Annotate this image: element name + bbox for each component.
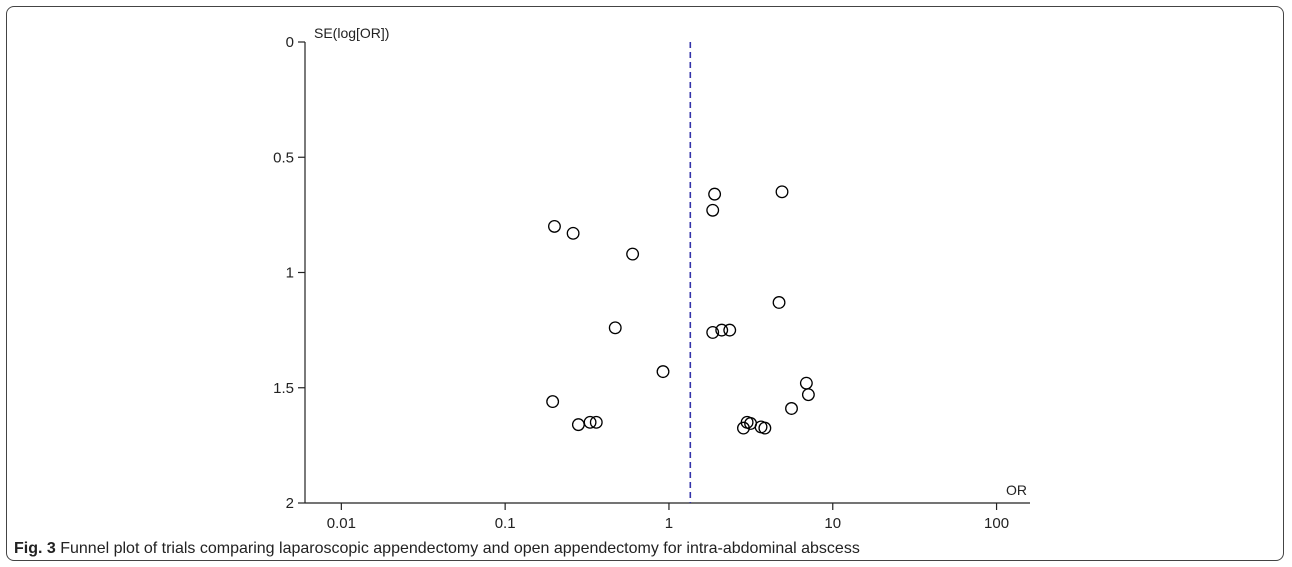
- figure-frame: [6, 6, 1284, 561]
- data-point: [715, 323, 729, 337]
- data-point: [656, 365, 670, 379]
- data-point: [799, 376, 813, 390]
- y-tick-label: 0: [286, 34, 294, 51]
- data-point: [775, 185, 789, 199]
- x-tick-label: 100: [984, 515, 1009, 532]
- data-point: [626, 247, 640, 261]
- y-tick-label: 2: [286, 495, 294, 512]
- x-tick-label: 0.1: [495, 515, 516, 532]
- data-point: [758, 421, 772, 435]
- data-point: [546, 395, 560, 409]
- caption-text: Funnel plot of trials comparing laparosc…: [60, 540, 860, 557]
- data-point: [566, 226, 580, 240]
- funnel-plot: SE(log[OR]) OR 0 0.5 1 1.5 2 0.01 0.1 1 10 100: [273, 25, 1030, 532]
- x-axis-title: OR: [1006, 482, 1027, 498]
- y-axis-title: SE(log[OR]): [314, 25, 389, 41]
- data-point: [772, 296, 786, 309]
- data-point: [706, 203, 720, 217]
- y-tick-label: 1.5: [273, 380, 294, 397]
- data-point: [723, 323, 737, 337]
- x-tick-label: 0.01: [327, 515, 356, 532]
- axes: SE(log[OR]) OR: [304, 25, 1030, 504]
- y-tick-label: 0.5: [273, 149, 294, 166]
- data-points: [546, 185, 815, 435]
- data-point: [706, 325, 720, 339]
- data-point: [548, 219, 561, 233]
- x-ticks: 0.01 0.1 1 10 100: [327, 503, 1009, 532]
- data-point: [608, 321, 622, 335]
- data-point: [571, 418, 585, 432]
- data-point: [583, 415, 597, 429]
- data-point: [785, 402, 798, 415]
- x-tick-label: 1: [665, 515, 673, 532]
- data-point: [737, 421, 750, 435]
- data-point: [801, 388, 815, 402]
- data-point: [589, 415, 603, 429]
- figure-caption: Fig. 3 Funnel plot of trials comparing l…: [14, 540, 860, 558]
- caption-label: Fig. 3: [14, 540, 56, 557]
- y-tick-label: 1: [286, 265, 294, 282]
- x-tick-label: 10: [824, 515, 841, 532]
- data-point: [708, 187, 722, 201]
- y-ticks: 0 0.5 1 1.5 2: [273, 34, 305, 512]
